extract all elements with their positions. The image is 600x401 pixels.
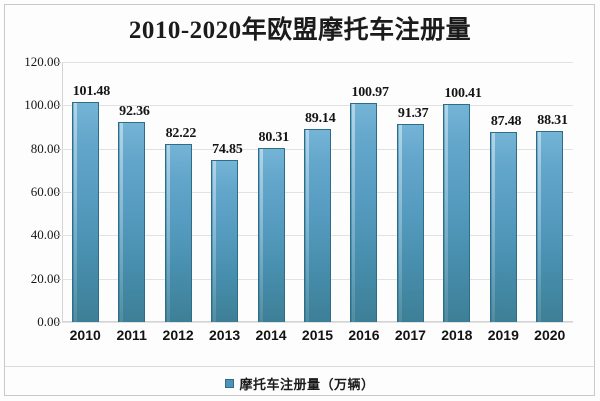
y-axis: 120.00 100.00 80.00 60.00 40.00 20.00 0.00 (0, 54, 61, 329)
bar[interactable]: 91.37 (396, 106, 429, 322)
bar-value-label: 101.48 (72, 84, 111, 100)
x-axis-tick-label: 2019 (487, 327, 519, 343)
bar[interactable]: 92.36 (118, 104, 150, 322)
bar-highlight (445, 105, 449, 322)
gridline (62, 62, 573, 63)
bar[interactable]: 82.22 (164, 126, 196, 322)
x-axis-tick-label: 2011 (116, 327, 147, 343)
bar-highlight (73, 103, 77, 322)
bar-value-label: 92.36 (119, 103, 150, 119)
bar-value-label: 88.31 (537, 112, 568, 128)
x-axis-tick-label: 2016 (348, 327, 380, 343)
bar-column[interactable]: 80.31 (257, 62, 289, 322)
gridline (62, 105, 573, 107)
bar-highlight (120, 122, 124, 322)
chart-legend: 摩托车注册量（万辆） (0, 374, 600, 393)
bar[interactable]: 87.48 (489, 114, 522, 322)
y-axis-tick-label: 60.00 (30, 184, 60, 199)
x-axis-tick-label: 2014 (255, 327, 287, 343)
bar[interactable]: 100.41 (443, 86, 482, 322)
x-axis-tick-label: 2013 (209, 327, 241, 343)
legend-divider (5, 366, 594, 367)
gridline (62, 322, 573, 323)
bar-highlight (166, 144, 170, 322)
y-axis-tick-mark (56, 148, 61, 150)
bar-column[interactable]: 100.41 (443, 62, 482, 322)
bar-value-label: 80.31 (258, 130, 290, 145)
y-axis-tick-label: 120.00 (24, 54, 60, 69)
bar-column[interactable]: 88.31 (536, 62, 568, 322)
bar-value-label: 100.97 (351, 85, 389, 101)
bar-highlight (538, 131, 542, 322)
x-axis-tick-label: 2018 (441, 327, 473, 343)
y-axis-tick-mark (56, 62, 61, 63)
bar-column[interactable]: 91.37 (396, 62, 429, 322)
x-axis-tick-label: 2015 (301, 327, 334, 343)
x-axis: 2010 2011 2012 2013 2014 2015 2016 2017 2018 2019… (62, 327, 573, 353)
bar[interactable]: 74.85 (211, 142, 243, 322)
bar-highlight (213, 160, 217, 322)
y-axis-tick-label: 0.00 (37, 314, 60, 329)
y-axis-tick-label: 40.00 (30, 227, 60, 243)
y-axis-tick-label: 100.00 (24, 97, 60, 113)
y-axis-tick-label: 80.00 (30, 140, 60, 156)
y-axis-tick-mark (56, 278, 61, 280)
y-axis-tick-mark (56, 322, 61, 323)
bar-value-label: 74.85 (212, 141, 243, 157)
bar-value-label: 100.41 (444, 86, 482, 102)
bar-highlight (259, 149, 263, 322)
bar-column[interactable]: 82.22 (164, 62, 196, 322)
bar-highlight (491, 133, 495, 322)
bar-column[interactable]: 87.48 (489, 62, 522, 322)
y-axis-tick-mark (56, 105, 61, 107)
bar[interactable]: 89.14 (304, 111, 336, 322)
y-axis-tick-mark (56, 192, 61, 193)
x-axis-tick-label: 2012 (162, 327, 194, 343)
bar-column[interactable]: 101.48 (71, 62, 110, 322)
chart-title: 2010-2020年欧盟摩托车注册量 (128, 17, 472, 44)
y-axis-tick-mark (56, 235, 61, 237)
bar[interactable]: 100.97 (350, 85, 389, 322)
bar-highlight (352, 104, 356, 322)
bar-highlight (398, 125, 402, 322)
x-axis-tick-label: 2010 (69, 327, 101, 343)
y-axis-tick-label: 20.00 (30, 270, 60, 286)
bar-value-label: 87.48 (490, 114, 522, 130)
legend-swatch-icon (225, 379, 235, 388)
bar-value-label: 82.22 (165, 125, 197, 141)
bar[interactable]: 80.31 (257, 130, 289, 322)
plot-area: 101.48 92.36 82.22 74.85 80.31 89.14 100.97 91.… (62, 62, 573, 323)
bar-highlight (306, 129, 309, 322)
x-axis-tick-label: 2020 (534, 327, 566, 343)
x-axis-tick-label: 2017 (394, 327, 426, 343)
bar-column[interactable]: 100.97 (350, 62, 389, 322)
bar-value-label: 91.37 (397, 106, 429, 122)
bar-column[interactable]: 89.14 (304, 62, 336, 322)
bar-value-label: 89.14 (305, 110, 336, 126)
bar-column[interactable]: 74.85 (211, 62, 243, 322)
bar[interactable]: 88.31 (536, 113, 568, 322)
legend-label: 摩托车注册量（万辆） (239, 378, 375, 393)
bar-column[interactable]: 92.36 (118, 62, 150, 322)
bar[interactable]: 101.48 (71, 84, 110, 322)
